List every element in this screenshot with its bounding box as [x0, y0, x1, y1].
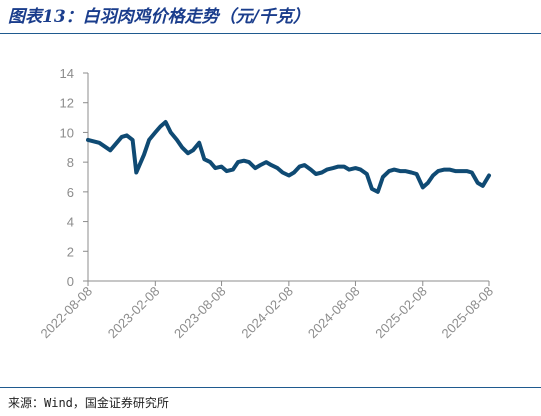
x-tick-label: 2023-08-08 — [171, 284, 229, 342]
y-tick-label: 2 — [67, 244, 74, 259]
x-tick-label: 2024-08-08 — [305, 284, 363, 342]
y-tick-label: 10 — [60, 125, 74, 140]
x-tick-label: 2023-02-08 — [105, 284, 163, 342]
top-divider — [0, 33, 541, 34]
y-tick-label: 0 — [67, 274, 74, 289]
y-tick-label: 8 — [67, 155, 74, 170]
x-axis-ticks: 2022-08-08 2023-02-08 2023-08-08 2024-02-08… — [37, 281, 496, 341]
x-tick-label: 2025-02-08 — [372, 284, 430, 342]
y-tick-label: 6 — [67, 185, 74, 200]
chart-title: 图表13：白羽肉鸡价格走势（元/千克） — [8, 7, 310, 27]
y-tick-label: 4 — [67, 215, 74, 230]
bottom-divider — [0, 387, 541, 388]
x-tick-label: 2024-02-08 — [238, 284, 296, 342]
x-tick-label: 2022-08-08 — [37, 284, 95, 342]
price-series-line — [86, 120, 491, 194]
y-tick-label: 12 — [60, 96, 74, 111]
price-line-chart: 0 2 4 6 8 10 12 14 2022-08-08 2023-02-08 2023-08-… — [37, 66, 496, 341]
source-note: 来源：Wind，国金证券研究所 — [8, 396, 169, 410]
y-tick-label: 14 — [60, 66, 74, 81]
x-tick-label: 2025-08-08 — [438, 284, 496, 342]
y-axis-ticks: 0 2 4 6 8 10 12 14 — [60, 66, 88, 289]
